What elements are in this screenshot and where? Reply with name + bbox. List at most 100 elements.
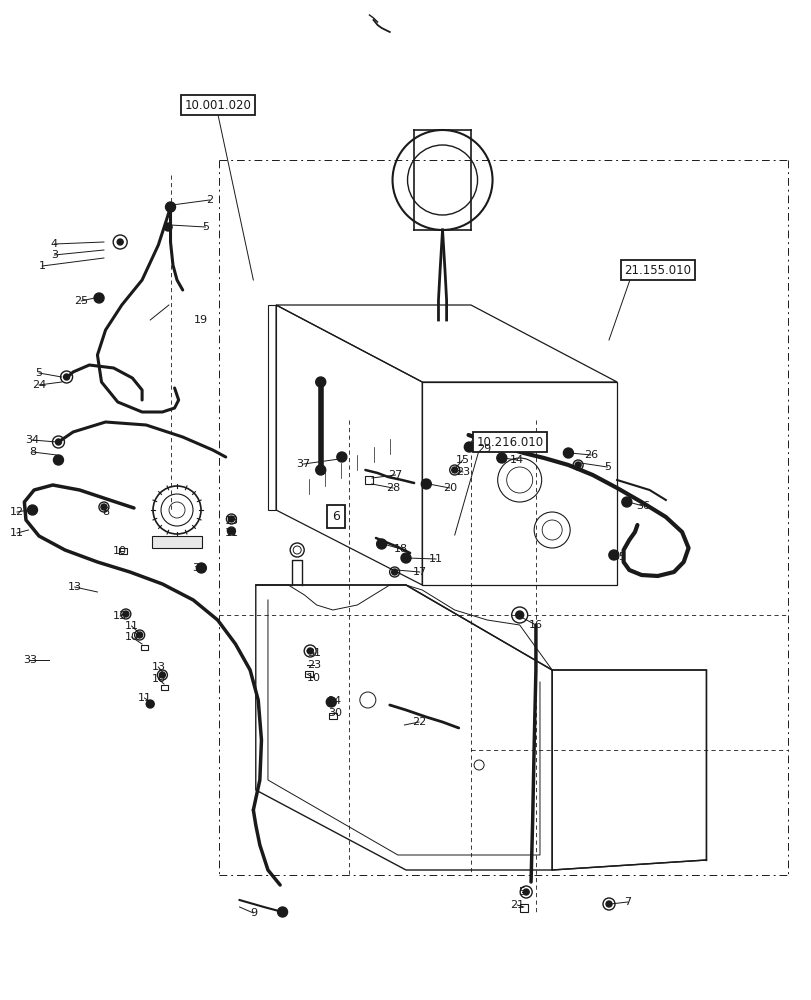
Text: 22: 22 <box>411 717 426 727</box>
Text: 13: 13 <box>67 582 82 592</box>
Text: 37: 37 <box>296 459 311 469</box>
Circle shape <box>337 452 346 462</box>
Text: 34: 34 <box>25 435 40 445</box>
Text: 20: 20 <box>442 483 457 493</box>
Text: 14: 14 <box>328 696 342 706</box>
Circle shape <box>563 448 573 458</box>
Circle shape <box>391 569 397 575</box>
Text: 5: 5 <box>603 462 610 472</box>
Text: 12: 12 <box>10 507 24 517</box>
Circle shape <box>522 889 529 895</box>
Text: 13: 13 <box>113 611 127 621</box>
FancyBboxPatch shape <box>119 548 127 554</box>
Text: 5: 5 <box>36 368 42 378</box>
Circle shape <box>605 901 611 907</box>
Circle shape <box>376 539 386 549</box>
Circle shape <box>54 455 63 465</box>
Text: 19: 19 <box>194 315 208 325</box>
Text: 23: 23 <box>455 467 470 477</box>
Text: 23: 23 <box>307 660 321 670</box>
Text: 3: 3 <box>51 250 58 260</box>
Circle shape <box>515 611 523 619</box>
Text: 35: 35 <box>611 552 625 562</box>
Circle shape <box>496 453 506 463</box>
Text: 7: 7 <box>624 897 630 907</box>
Text: 17: 17 <box>412 567 427 577</box>
Text: 11: 11 <box>124 621 139 631</box>
Circle shape <box>401 553 410 563</box>
Text: 28: 28 <box>385 483 400 493</box>
Text: 1: 1 <box>39 261 45 271</box>
Text: 21: 21 <box>509 900 524 910</box>
Text: 13: 13 <box>224 516 238 526</box>
FancyBboxPatch shape <box>152 536 202 548</box>
Text: 27: 27 <box>388 470 402 480</box>
Circle shape <box>28 505 37 515</box>
Text: 11: 11 <box>137 693 152 703</box>
Circle shape <box>63 374 70 380</box>
Circle shape <box>315 465 325 475</box>
Text: 10.216.010: 10.216.010 <box>476 436 543 448</box>
Text: 32: 32 <box>191 563 206 573</box>
Circle shape <box>608 550 618 560</box>
Circle shape <box>228 528 234 534</box>
Text: 10: 10 <box>124 632 139 642</box>
Text: 21.155.010: 21.155.010 <box>624 263 690 276</box>
Text: 26: 26 <box>583 450 598 460</box>
Circle shape <box>228 516 234 522</box>
FancyBboxPatch shape <box>519 904 527 912</box>
Text: 10: 10 <box>151 674 165 684</box>
Text: 15: 15 <box>455 455 470 465</box>
Text: 10: 10 <box>113 546 127 556</box>
Circle shape <box>277 907 287 917</box>
Circle shape <box>146 700 154 708</box>
Circle shape <box>122 611 129 617</box>
Text: 33: 33 <box>23 655 37 665</box>
Text: 10.001.020: 10.001.020 <box>184 99 251 112</box>
Circle shape <box>451 467 457 473</box>
Text: 9: 9 <box>250 908 256 918</box>
Text: 25: 25 <box>74 296 88 306</box>
Circle shape <box>326 697 336 707</box>
Text: 5: 5 <box>202 222 208 232</box>
FancyBboxPatch shape <box>365 476 373 484</box>
Circle shape <box>421 479 431 489</box>
Text: 18: 18 <box>393 544 408 554</box>
FancyBboxPatch shape <box>141 644 148 650</box>
Text: 16: 16 <box>528 620 543 630</box>
Circle shape <box>159 672 165 678</box>
Circle shape <box>315 377 325 387</box>
Circle shape <box>55 439 62 445</box>
Circle shape <box>621 497 631 507</box>
Text: 14: 14 <box>509 455 524 465</box>
Text: 5: 5 <box>518 887 525 897</box>
Circle shape <box>574 462 581 468</box>
Text: 8: 8 <box>102 507 109 517</box>
FancyBboxPatch shape <box>161 684 167 690</box>
Text: 30: 30 <box>328 708 342 718</box>
Circle shape <box>464 442 474 452</box>
Text: 31: 31 <box>307 648 321 658</box>
FancyBboxPatch shape <box>328 713 337 719</box>
Text: 11: 11 <box>10 528 24 538</box>
Circle shape <box>164 223 172 231</box>
Text: 13: 13 <box>151 662 165 672</box>
Circle shape <box>196 563 206 573</box>
Circle shape <box>117 239 123 245</box>
Text: 29: 29 <box>476 444 491 454</box>
Circle shape <box>165 202 175 212</box>
Text: 11: 11 <box>224 528 238 538</box>
Circle shape <box>94 293 104 303</box>
Circle shape <box>136 632 143 638</box>
Text: 2: 2 <box>206 195 212 205</box>
Text: 24: 24 <box>32 380 46 390</box>
Circle shape <box>307 648 313 654</box>
Text: 11: 11 <box>428 554 443 564</box>
Text: 10: 10 <box>307 673 321 683</box>
Text: 4: 4 <box>51 239 58 249</box>
Text: 8: 8 <box>29 447 36 457</box>
Circle shape <box>101 504 107 510</box>
FancyBboxPatch shape <box>304 671 312 677</box>
Text: 36: 36 <box>635 501 650 511</box>
Text: 6: 6 <box>332 510 340 522</box>
